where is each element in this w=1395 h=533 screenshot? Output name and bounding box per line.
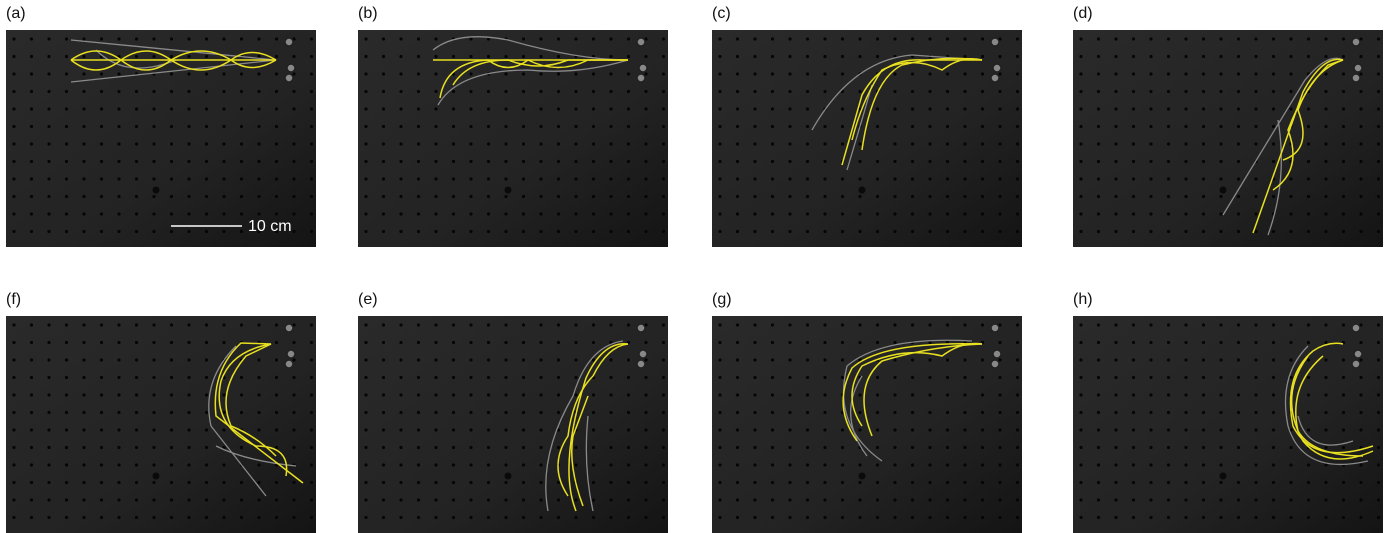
peg <box>1352 74 1360 82</box>
pegboard-holes <box>712 30 1022 247</box>
panel-photo <box>712 316 1022 533</box>
panel-photo <box>6 316 316 533</box>
peg <box>285 324 293 332</box>
panel-photo <box>1073 30 1383 247</box>
peg <box>637 360 645 368</box>
peg <box>287 350 295 358</box>
panel-label: (h) <box>1073 291 1093 308</box>
panel-label: (b) <box>358 5 378 22</box>
hole-mark <box>153 187 160 194</box>
hole-mark <box>859 473 866 480</box>
peg <box>991 324 999 332</box>
peg <box>993 350 1001 358</box>
hole-mark <box>505 473 512 480</box>
peg <box>991 360 999 368</box>
peg <box>637 324 645 332</box>
peg <box>285 360 293 368</box>
peg <box>1352 324 1360 332</box>
panel-label: (f) <box>6 291 21 308</box>
pegboard-holes <box>358 316 668 533</box>
panel-photo <box>1073 316 1383 533</box>
peg <box>1354 64 1362 72</box>
figure: (a) 10 cm (b) (c) (d) (f) (e) (g) (h) <box>0 0 1395 533</box>
peg <box>991 74 999 82</box>
peg <box>285 38 293 46</box>
panel-label: (e) <box>358 291 378 308</box>
peg <box>991 38 999 46</box>
hole-mark <box>505 187 512 194</box>
peg <box>993 64 1001 72</box>
hole-mark <box>153 473 160 480</box>
peg <box>1352 38 1360 46</box>
peg <box>637 38 645 46</box>
peg <box>1354 350 1362 358</box>
pegboard-holes <box>6 316 316 533</box>
panel-label: (c) <box>712 5 731 22</box>
panel-photo <box>358 316 668 533</box>
hole-mark <box>859 187 866 194</box>
peg <box>285 74 293 82</box>
peg <box>639 64 647 72</box>
panel-photo: 10 cm <box>6 30 316 247</box>
peg <box>287 64 295 72</box>
pegboard-holes <box>1073 316 1383 533</box>
panel-label: (d) <box>1073 5 1093 22</box>
peg <box>637 74 645 82</box>
hole-mark <box>1220 187 1227 194</box>
panel-photo <box>712 30 1022 247</box>
hole-mark <box>1220 473 1227 480</box>
scale-bar-label: 10 cm <box>248 218 292 235</box>
panel-label: (g) <box>712 291 732 308</box>
peg <box>639 350 647 358</box>
pegboard-holes <box>712 316 1022 533</box>
peg <box>1352 360 1360 368</box>
pegboard-holes <box>6 30 316 247</box>
panel-label: (a) <box>6 5 26 22</box>
panel-photo <box>358 30 668 247</box>
